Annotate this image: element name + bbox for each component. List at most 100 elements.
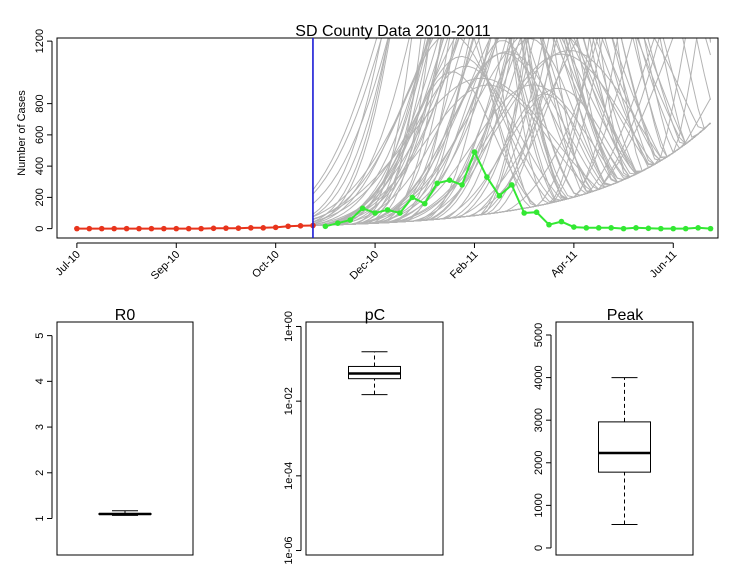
data-point <box>223 225 229 231</box>
y-tick-label: 200 <box>34 188 46 206</box>
y-tick-label: 4000 <box>533 365 545 389</box>
projection-curve <box>312 38 711 226</box>
y-tick-label: 5 <box>34 333 46 339</box>
data-point <box>707 225 714 232</box>
y-tick-label: 1e-02 <box>283 387 295 415</box>
data-point <box>608 225 614 231</box>
data-point <box>397 210 403 216</box>
data-point <box>372 210 378 216</box>
data-point <box>322 223 329 230</box>
y-tick-label: 1e+00 <box>283 311 295 342</box>
box-plot-peak: Peak 0 1000 2000 3000 4000 5000 <box>533 307 694 556</box>
y-tick-label: 400 <box>34 157 46 175</box>
x-tick-label: Dec-10 <box>348 249 382 283</box>
data-point <box>508 182 515 188</box>
data-point <box>533 209 540 216</box>
data-point <box>136 225 142 232</box>
data-point <box>161 225 167 232</box>
data-point <box>111 225 117 232</box>
box-title-peak: Peak <box>607 307 644 324</box>
data-point <box>185 225 192 232</box>
data-point <box>297 223 304 229</box>
data-point <box>384 207 391 213</box>
y-tick-label: 1e-04 <box>283 462 295 490</box>
data-point <box>484 174 490 180</box>
x-tick-label: Apr-11 <box>549 249 580 280</box>
data-point <box>285 223 291 230</box>
data-point <box>421 200 428 207</box>
data-point <box>434 180 440 187</box>
data-point <box>583 225 590 231</box>
data-point <box>633 225 639 231</box>
box-title-pc: pC <box>365 307 385 324</box>
data-point <box>571 224 577 230</box>
data-point <box>123 225 130 232</box>
data-point <box>335 220 341 226</box>
chart-title: SD County Data 2010-2011 <box>295 23 490 40</box>
data-point <box>272 224 279 231</box>
data-point <box>74 225 80 232</box>
data-point <box>658 225 664 232</box>
data-point <box>235 225 242 231</box>
x-tick-label: Sep-10 <box>149 249 183 283</box>
data-point <box>347 217 354 223</box>
y-tick-label: 3 <box>34 424 46 430</box>
y-tick-label: 0 <box>34 226 46 232</box>
y-axis-label: Number of Cases <box>16 90 28 176</box>
data-point <box>359 205 366 212</box>
projection-curves <box>312 38 711 226</box>
y-tick-label: 1200 <box>34 29 46 53</box>
data-point <box>459 182 465 188</box>
projection-curve <box>312 38 711 226</box>
data-point <box>620 225 627 232</box>
data-point <box>198 225 204 232</box>
y-tick-label: 800 <box>34 94 46 112</box>
data-point <box>521 210 527 216</box>
data-point <box>260 225 267 231</box>
observed-series <box>74 149 714 232</box>
plot-frame <box>56 37 719 239</box>
data-point <box>210 225 217 232</box>
x-tick-label: Oct-10 <box>250 249 282 281</box>
data-point <box>595 225 602 231</box>
box-frame <box>305 321 444 556</box>
box-plot-pc: pC 1e-06 1e-04 1e-02 1e+00 <box>283 307 444 565</box>
data-point <box>409 194 416 201</box>
x-tick-label: Jul-10 <box>53 249 83 279</box>
main-chart: 0 200 400 600 800 1200 Jul-10 Sep-10 Oct-10 Dec-1… <box>16 23 719 283</box>
data-point <box>496 193 503 199</box>
x-tick-label: Feb-11 <box>448 249 481 282</box>
data-point <box>546 221 552 228</box>
data-point <box>173 225 180 232</box>
data-point <box>148 225 155 232</box>
data-point <box>248 225 254 231</box>
box-frame <box>56 321 194 556</box>
x-tick-label: Jun-11 <box>648 249 680 281</box>
box-iqr <box>598 421 651 473</box>
y-tick-label: 1e-06 <box>283 536 295 564</box>
data-point <box>670 225 677 232</box>
projection-curve <box>312 38 711 226</box>
y-tick-label: 0 <box>533 545 545 551</box>
data-point <box>86 225 93 232</box>
projection-curve <box>312 38 711 226</box>
data-point <box>98 225 105 232</box>
data-point <box>695 225 701 231</box>
box-plot-r0: R0 1 2 3 4 5 <box>34 307 194 556</box>
y-tick-label: 5000 <box>533 323 545 347</box>
data-point <box>558 218 565 225</box>
y-tick-label: 600 <box>34 126 46 144</box>
box-frame <box>555 321 694 556</box>
data-point <box>471 149 478 155</box>
y-tick-label: 2000 <box>533 451 545 475</box>
projection-curve <box>312 38 655 226</box>
data-point <box>682 225 689 232</box>
data-point <box>446 177 453 183</box>
y-tick-label: 4 <box>34 378 46 384</box>
box-title-r0: R0 <box>115 307 136 324</box>
data-point <box>645 225 652 232</box>
y-tick-label: 1000 <box>533 493 545 517</box>
y-tick-label: 3000 <box>533 408 545 432</box>
